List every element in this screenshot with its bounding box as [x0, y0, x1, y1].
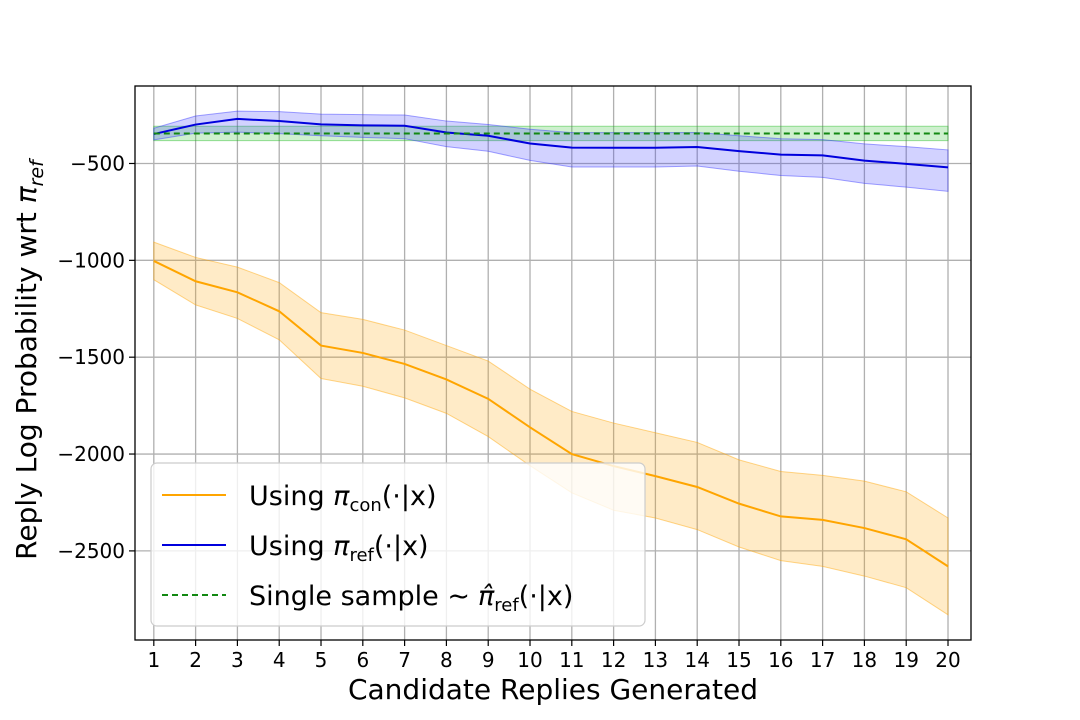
legend-label-ref: Using πref(·|x)	[249, 531, 429, 566]
y-tick-label: −2500	[57, 539, 125, 563]
legend-label-single-sample: Single sample ∼ π̂ref(·|x)	[249, 581, 573, 616]
series-line-0	[153, 260, 949, 568]
plot-frame	[134, 85, 972, 641]
x-tick-label: 9	[482, 648, 495, 672]
confidence-band-2	[153, 125, 949, 142]
y-axis-label-subscript: ref	[26, 157, 48, 187]
x-tick-label: 18	[852, 648, 877, 672]
x-tick-label: 15	[726, 648, 751, 672]
x-tick-label: 10	[517, 648, 542, 672]
x-tick-label: 16	[768, 648, 793, 672]
y-tick-label: −2000	[57, 442, 125, 466]
x-tick-label: 19	[893, 648, 918, 672]
x-tick-label: 4	[273, 648, 286, 672]
y-axis-ticks: −500 −1000 −1500 −2000 −2500	[57, 151, 135, 563]
x-tick-label: 2	[189, 648, 202, 672]
x-tick-label: 3	[231, 648, 244, 672]
legend-frame	[150, 462, 646, 627]
x-tick-label: 20	[935, 648, 960, 672]
confidence-bands	[153, 110, 949, 616]
legend-label-con: Using πcon(·|x)	[249, 481, 437, 516]
x-tick-label: 13	[643, 648, 668, 672]
x-tick-label: 12	[601, 648, 626, 672]
y-tick-label: −500	[70, 151, 125, 175]
legend-label-con-subscript: con	[349, 495, 381, 516]
x-tick-label: 14	[684, 648, 709, 672]
x-axis-label: Candidate Replies Generated	[348, 673, 758, 706]
legend-label-single-tilde: ∼	[447, 581, 470, 612]
legend-label-single-symbol: π̂	[478, 581, 495, 612]
legend-label-ref-prefix: Using	[249, 531, 333, 562]
legend-label-ref-subscript: ref	[349, 545, 374, 566]
y-axis-label-main: Reply Log Probability wrt	[10, 203, 43, 560]
legend-label-single-prefix: Single sample	[249, 581, 447, 612]
x-tick-label: 17	[810, 648, 835, 672]
y-tick-label: −1500	[57, 345, 125, 369]
legend-label-con-suffix: (·|x)	[382, 481, 437, 512]
x-tick-label: 7	[398, 648, 411, 672]
x-axis-ticks: 1 2 3 4 5 6 7 8 9 10 11 12 13 14 15 16 17 18 19 20	[147, 640, 961, 672]
legend-label-single-subscript: ref	[494, 595, 519, 616]
x-tick-label: 11	[559, 648, 584, 672]
series-line-1	[153, 117, 949, 169]
x-tick-label: 1	[147, 648, 160, 672]
y-axis-label: Reply Log Probability wrt πref	[10, 157, 48, 560]
x-tick-label: 8	[440, 648, 453, 672]
legend-label-single-suffix: (·|x)	[519, 581, 574, 612]
confidence-band-0	[153, 241, 949, 616]
y-axis-label-pi-symbol: π	[10, 185, 43, 203]
confidence-band-1	[153, 110, 949, 192]
legend-label-ref-suffix: (·|x)	[374, 531, 429, 562]
x-tick-label: 6	[356, 648, 369, 672]
y-tick-label: −1000	[57, 248, 125, 272]
x-tick-label: 5	[315, 648, 328, 672]
legend: Using πcon(·|x) Using πref(·|x) Single s…	[150, 462, 646, 627]
legend-label-con-symbol: π	[333, 481, 350, 512]
legend-label-con-prefix: Using	[249, 481, 333, 512]
legend-label-ref-symbol: π	[333, 531, 350, 562]
series-lines	[153, 117, 949, 568]
